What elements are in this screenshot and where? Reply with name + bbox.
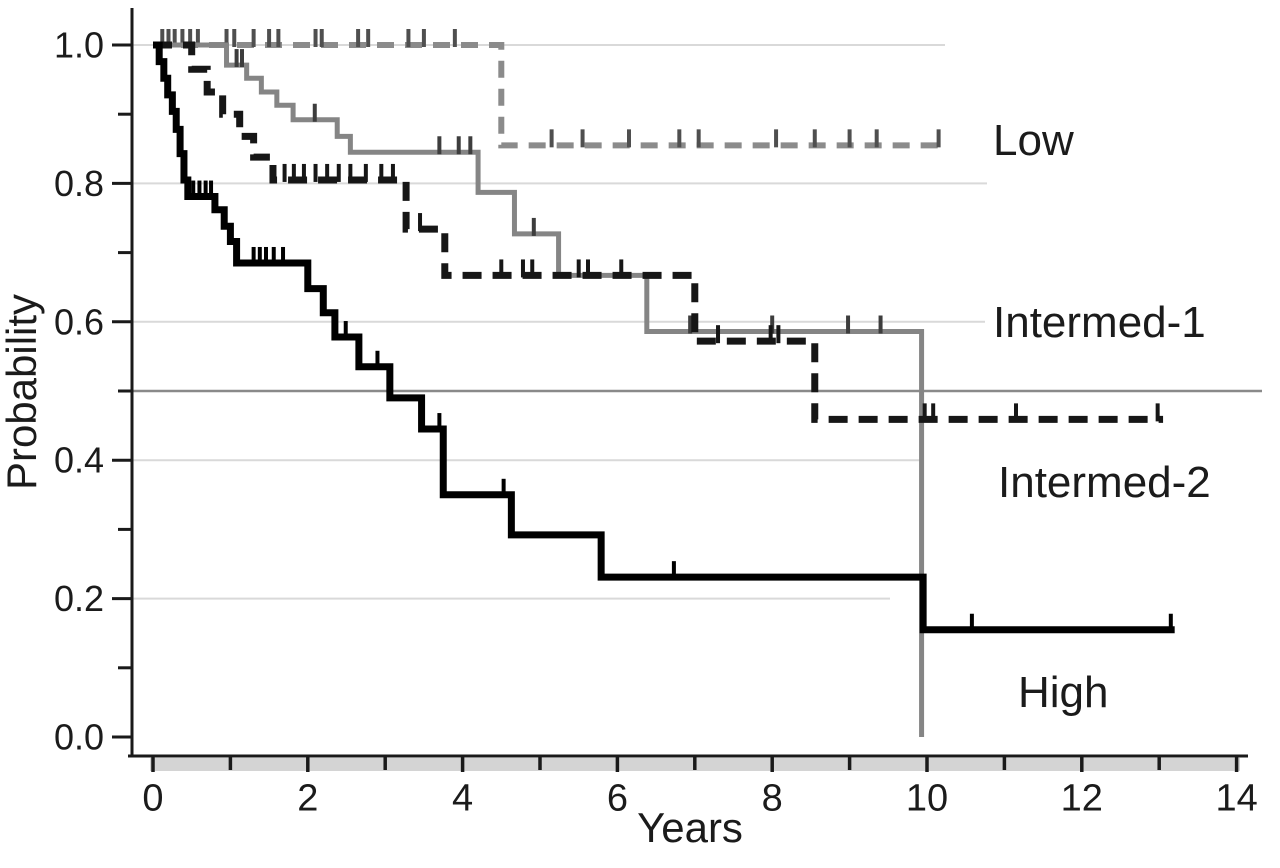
x-tick-label-8: 8 xyxy=(762,777,783,819)
x-tick-label-6: 6 xyxy=(607,777,628,819)
high-label: High xyxy=(1018,668,1109,717)
y-tick-label-0.2: 0.2 xyxy=(54,578,104,619)
x-tick-label-2: 2 xyxy=(297,777,318,819)
intermed1-label: Intermed-1 xyxy=(993,298,1206,347)
intermed2-curve xyxy=(153,41,1164,423)
intermed1-label-bg xyxy=(985,297,1213,347)
y-tick-label-0.4: 0.4 xyxy=(54,440,104,481)
high-label-bg xyxy=(1010,667,1112,717)
y-tick-label-0.0: 0.0 xyxy=(54,717,104,758)
x-tick-label-14: 14 xyxy=(1215,777,1257,819)
high-curve xyxy=(153,41,1175,634)
intermed2-label-bg xyxy=(990,457,1218,507)
y-tick-label-1.0: 1.0 xyxy=(54,25,104,66)
x-axis-title: Years xyxy=(637,804,743,851)
y-tick-label-0.8: 0.8 xyxy=(54,163,104,204)
y-tick-label-0.6: 0.6 xyxy=(54,301,104,342)
low-label-bg xyxy=(985,115,1066,165)
low-curve xyxy=(153,42,945,149)
y-axis-title: Probability xyxy=(0,294,45,490)
intermed2-label: Intermed-2 xyxy=(998,458,1211,507)
x-tick-label-4: 4 xyxy=(452,777,473,819)
x-tick-label-12: 12 xyxy=(1061,777,1103,819)
low-label: Low xyxy=(993,116,1074,165)
x-tick-label-0: 0 xyxy=(142,777,163,819)
plot-render-root: 1.0 0.8 0.6 0.4 0.2 0.0 0 2 4 6 8 10 12 14 Low Intermed… xyxy=(54,8,1262,819)
x-tick-label-10: 10 xyxy=(906,777,948,819)
